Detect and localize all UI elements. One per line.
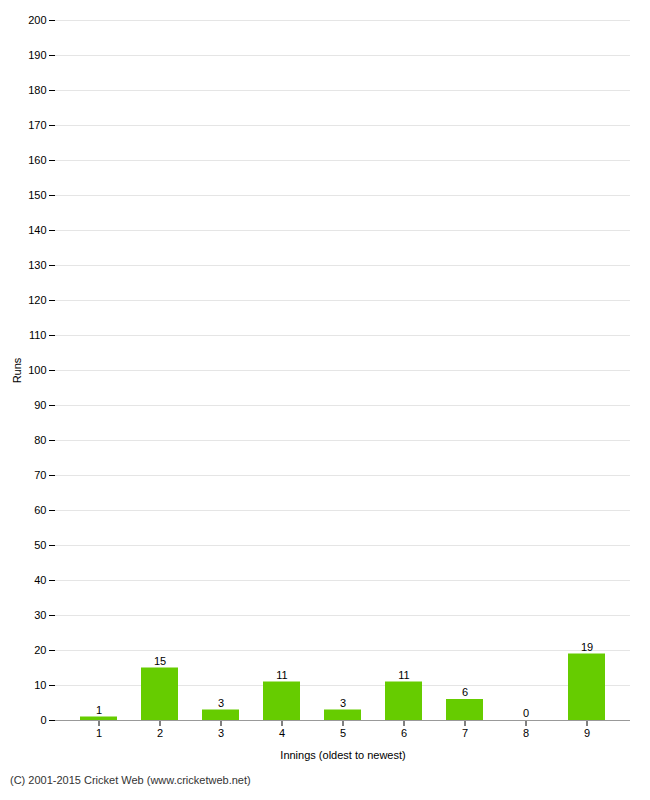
svg-text:3: 3 xyxy=(340,697,346,709)
svg-text:19: 19 xyxy=(581,641,593,653)
svg-text:30: 30 xyxy=(34,609,46,621)
svg-text:70: 70 xyxy=(34,469,46,481)
svg-text:6: 6 xyxy=(462,686,468,698)
svg-text:3: 3 xyxy=(218,697,224,709)
svg-text:11: 11 xyxy=(398,669,409,681)
svg-text:4: 4 xyxy=(279,727,285,739)
svg-text:8: 8 xyxy=(523,727,529,739)
svg-text:120: 120 xyxy=(28,294,46,306)
svg-text:160: 160 xyxy=(28,154,46,166)
svg-text:140: 140 xyxy=(28,224,46,236)
svg-text:6: 6 xyxy=(401,727,407,739)
svg-text:40: 40 xyxy=(34,574,46,586)
svg-text:11: 11 xyxy=(276,669,287,681)
svg-text:10: 10 xyxy=(34,679,46,691)
svg-text:3: 3 xyxy=(218,727,224,739)
svg-text:0: 0 xyxy=(40,714,46,726)
svg-text:170: 170 xyxy=(28,119,46,131)
svg-text:1: 1 xyxy=(96,704,102,716)
svg-text:20: 20 xyxy=(34,644,46,656)
svg-text:15: 15 xyxy=(154,655,166,667)
svg-text:Innings (oldest to newest): Innings (oldest to newest) xyxy=(280,749,405,761)
svg-text:130: 130 xyxy=(28,259,46,271)
svg-text:190: 190 xyxy=(28,49,46,61)
svg-text:60: 60 xyxy=(34,504,46,516)
svg-text:9: 9 xyxy=(584,727,590,739)
svg-text:110: 110 xyxy=(29,329,47,341)
svg-text:200: 200 xyxy=(28,14,46,26)
svg-text:100: 100 xyxy=(28,364,46,376)
svg-text:Runs: Runs xyxy=(11,357,23,383)
html-text:(C) 2001-2015 Cricket Web (www: (C) 2001-2015 Cricket Web (www.cricketwe… xyxy=(10,774,251,786)
svg-text:150: 150 xyxy=(28,189,46,201)
svg-text:5: 5 xyxy=(340,727,346,739)
svg-text:50: 50 xyxy=(34,539,46,551)
svg-text:7: 7 xyxy=(462,727,468,739)
svg-text:1: 1 xyxy=(96,727,102,739)
svg-text:2: 2 xyxy=(157,727,163,739)
svg-text:0: 0 xyxy=(523,707,529,719)
svg-text:80: 80 xyxy=(34,434,46,446)
svg-text:90: 90 xyxy=(34,399,46,411)
svg-text:180: 180 xyxy=(28,84,46,96)
